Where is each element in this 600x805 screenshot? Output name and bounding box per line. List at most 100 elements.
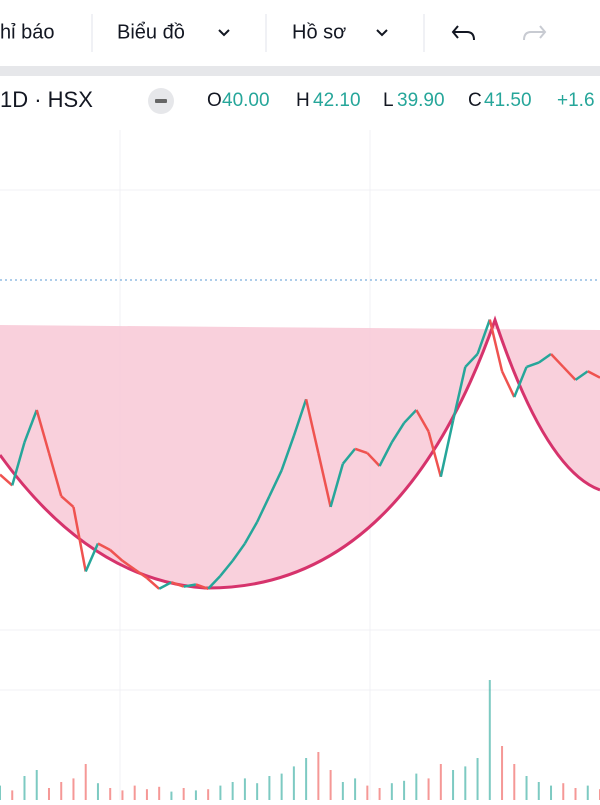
price-segment xyxy=(23,409,38,443)
symbol: 1D · HSX xyxy=(0,87,93,112)
close-value: 41.50 xyxy=(484,90,532,111)
price-segment xyxy=(195,583,209,590)
price-segment xyxy=(451,366,467,422)
volume-bar xyxy=(366,785,369,800)
cup-curve xyxy=(0,315,600,590)
price-segment xyxy=(158,581,173,590)
volume-bar xyxy=(488,680,491,800)
volume-bar xyxy=(354,778,357,800)
volume-bar xyxy=(586,785,589,800)
volume-bar xyxy=(464,766,467,800)
volume-bar xyxy=(562,783,565,800)
change-value: +1.6 xyxy=(557,90,595,111)
volume-bar xyxy=(427,778,430,800)
price-segment xyxy=(146,577,161,590)
volume-bar xyxy=(72,778,75,800)
price-segment xyxy=(183,583,197,588)
volume-bar xyxy=(452,770,455,800)
cup-pattern xyxy=(0,320,600,589)
price-segment xyxy=(60,495,75,508)
price-segment xyxy=(574,370,589,381)
volume-bar xyxy=(231,782,234,800)
price-segment xyxy=(329,463,345,508)
high-value: 42.10 xyxy=(313,90,361,111)
volume-bar xyxy=(574,788,577,800)
price-segment xyxy=(390,422,406,443)
close-label: C xyxy=(468,90,482,111)
price-segment xyxy=(476,319,491,355)
volume-bar xyxy=(268,776,271,800)
price-segment xyxy=(11,441,26,486)
high-label: H xyxy=(296,90,310,111)
price-segment xyxy=(427,431,443,478)
price-segment xyxy=(231,542,246,562)
price-segment xyxy=(378,441,393,467)
minus-icon xyxy=(155,99,167,103)
price-segment xyxy=(35,409,51,454)
volume-bar xyxy=(243,778,246,800)
profile-menu[interactable]: Hồ sơ xyxy=(292,21,346,43)
volume-bar xyxy=(292,766,295,800)
volume-bar xyxy=(403,780,406,800)
volume-bar xyxy=(182,788,185,800)
price-segment xyxy=(280,435,296,471)
volume-bar xyxy=(305,758,308,800)
price-segment xyxy=(109,549,124,562)
volume-bar xyxy=(96,783,99,800)
price-segment xyxy=(366,452,381,467)
volume-bar xyxy=(537,782,540,800)
volume-bar xyxy=(170,791,173,800)
volume-bar xyxy=(219,785,222,800)
grid xyxy=(0,130,600,800)
toolbar xyxy=(0,0,600,66)
volume-bar xyxy=(23,776,26,800)
volume-bar xyxy=(341,782,344,800)
volume-bar xyxy=(378,788,381,800)
volume-bar xyxy=(207,789,210,800)
price-segment xyxy=(538,352,552,364)
price-segment xyxy=(256,495,271,523)
price-segment xyxy=(464,353,479,368)
price-segment xyxy=(133,568,148,580)
volume-bar xyxy=(84,764,87,800)
volume-bar xyxy=(109,788,112,800)
price-segment xyxy=(526,361,540,369)
open-label: O xyxy=(207,90,222,111)
volume-bar xyxy=(415,773,418,800)
price-segment xyxy=(243,521,259,545)
price-segment xyxy=(47,452,63,497)
volume-bar xyxy=(550,785,553,800)
price-segment xyxy=(121,559,136,571)
volume-bar xyxy=(121,790,124,800)
toolbar-separator xyxy=(0,66,600,76)
price-segment xyxy=(354,447,368,455)
price-segment xyxy=(488,319,504,372)
volume-bar xyxy=(513,764,516,800)
redo-button[interactable] xyxy=(523,25,547,41)
volume-bar xyxy=(501,746,504,800)
volume-bar xyxy=(194,790,197,800)
low-label: L xyxy=(383,90,394,111)
price-segment xyxy=(72,506,87,572)
price-segment xyxy=(513,366,528,398)
volume-bar xyxy=(317,752,320,800)
price-segment xyxy=(0,473,14,487)
volume-bar xyxy=(47,788,50,800)
volume-bar xyxy=(439,764,442,800)
chevron xyxy=(376,29,388,37)
price-segment xyxy=(97,542,111,552)
undo-button[interactable] xyxy=(451,25,475,41)
price-segment xyxy=(207,574,222,590)
chart-menu[interactable]: Biểu đồ xyxy=(117,21,185,43)
price-segment xyxy=(268,469,283,497)
volume-bar xyxy=(60,782,63,800)
chevron xyxy=(218,29,230,37)
indicators-button[interactable]: hỉ báo xyxy=(0,21,55,43)
price-chart xyxy=(0,319,600,800)
volume-bar xyxy=(133,785,136,800)
price-segment xyxy=(415,409,430,433)
volume-bar xyxy=(525,776,528,800)
volume-bar xyxy=(280,773,283,800)
